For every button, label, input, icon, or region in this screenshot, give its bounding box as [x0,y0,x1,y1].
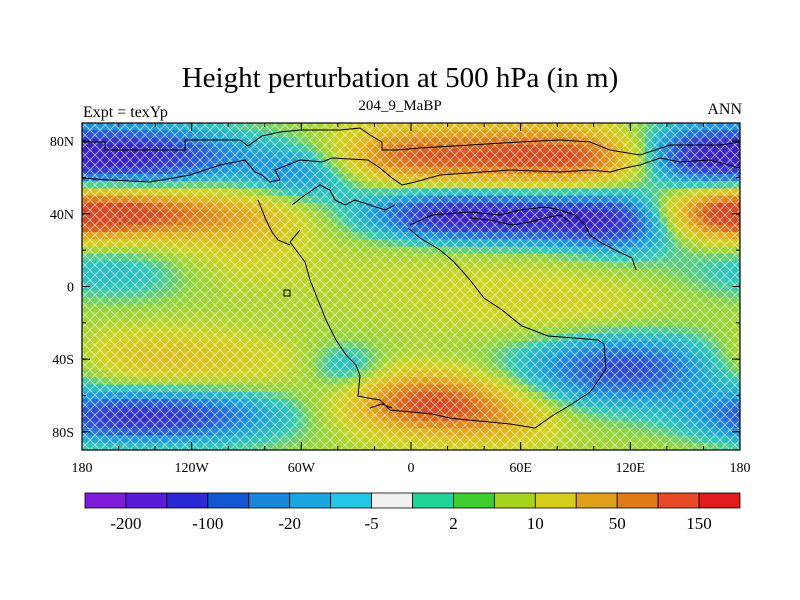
x-tick-label: 60W [288,461,316,476]
significance-hatching [82,123,740,450]
colorbar-swatch [125,492,168,509]
y-tick-label: 40S [52,353,74,368]
y-tick-label: 40N [50,208,74,223]
colorbar-label: 2 [449,514,458,533]
y-tick-label: 80S [52,426,74,441]
colorbar-swatch [289,492,332,509]
colorbar-label: 10 [527,514,544,533]
colorbar-label: -20 [278,514,301,533]
colorbar-swatch [84,492,127,509]
x-tick-label: 60E [509,461,532,476]
colorbar-swatch [207,492,250,509]
x-tick-label: 0 [408,461,415,476]
colorbar-swatch [534,492,577,509]
continent-outline [82,127,740,429]
colorbar-swatch [412,492,454,509]
x-tick-label: 120W [175,461,210,476]
x-tick-label: 180 [730,461,751,476]
colorbar-swatch [330,492,372,509]
x-axis: 180 120W 60W 0 60E 120E 180 [72,123,751,476]
colorbar-swatch [657,492,700,509]
colorbar-swatch [493,492,536,509]
chart-title: Height perturbation at 500 hPa (in m) [181,62,619,94]
colorbar-swatch [248,492,291,509]
x-tick-label: 120E [616,461,646,476]
colorbar-swatch [166,492,209,509]
colorbar-label: 150 [686,514,712,533]
colorbar-swatch [371,492,413,509]
y-tick-label: 0 [67,281,74,296]
y-tick-label: 80N [50,135,74,150]
colorbar-swatch [453,492,495,509]
colorbar-label: -200 [110,514,141,533]
colorbar-swatch [616,492,659,509]
colorbar-label: -5 [364,514,378,533]
colorbar-label: -100 [192,514,223,533]
colorbar-swatch [698,492,741,509]
y-axis: 80N 40N 0 40S 80S [50,135,740,441]
colorbar: -200 -100 -20 -5 2 10 50 150 [84,492,741,533]
colorbar-label: 50 [609,514,626,533]
x-tick-label: 180 [72,461,93,476]
season-label: ANN [707,101,742,118]
colorbar-swatch [575,492,618,509]
case-label: 204_9_MaBP [358,98,442,114]
experiment-label: Expt = texYp [83,104,168,121]
